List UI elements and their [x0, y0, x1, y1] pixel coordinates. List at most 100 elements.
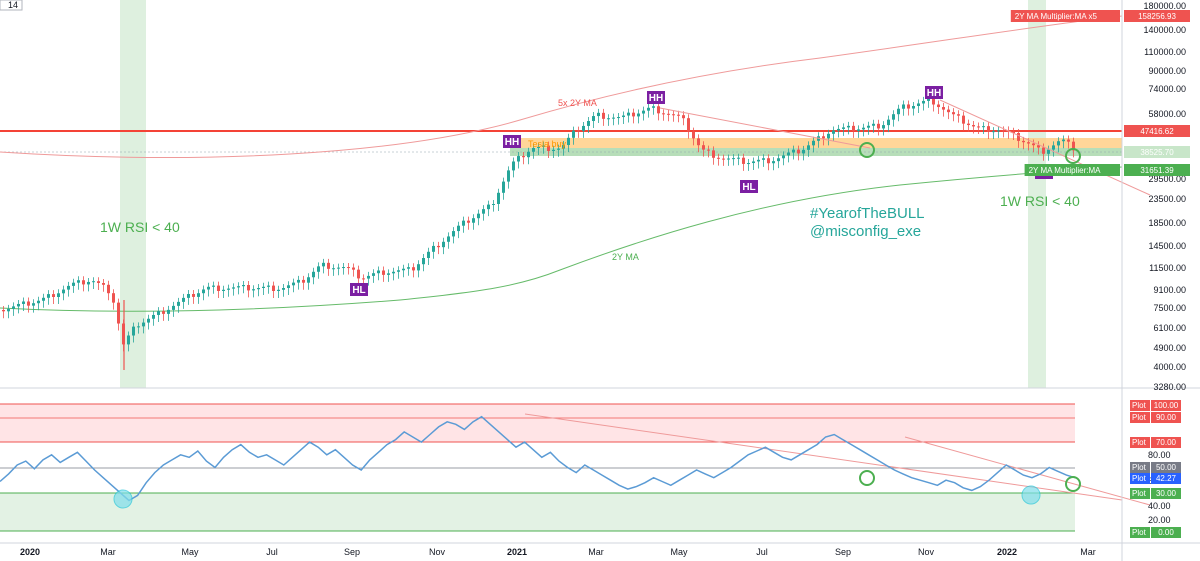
rsi-tag-label-box [1130, 437, 1150, 448]
candle-body [152, 314, 155, 319]
rsi-zone-left-label: 1W RSI < 40 [100, 219, 180, 235]
candle-body [127, 335, 130, 345]
rsi-trendline-2 [904, 436, 1151, 506]
candle-body [787, 152, 790, 156]
candle-body [802, 149, 805, 154]
candle-body [307, 277, 310, 283]
candle-body [1057, 141, 1060, 146]
candle-body [182, 297, 185, 302]
candle-body [37, 300, 40, 304]
indicator-badge-label: 14 [8, 0, 18, 10]
time-axis[interactable]: 2020 Mar May Jul Sep Nov 2021 Mar May Jul Sep Nov 20… [20, 547, 1096, 557]
candle-body [222, 289, 225, 291]
candle-body [367, 275, 370, 279]
candle-body [272, 285, 275, 291]
candle-body [82, 280, 85, 285]
candle-body [462, 220, 465, 226]
candle-body [442, 241, 445, 248]
ma-2y-label: 2Y MA [612, 252, 639, 262]
candle-body [317, 266, 320, 272]
price-tick-label: 74000.00 [1148, 84, 1186, 94]
candle-body [72, 282, 75, 286]
swing-label-box [925, 86, 943, 99]
rsi-tag-box [1151, 473, 1181, 484]
candle-body [977, 126, 980, 128]
time-tick-label: Sep [835, 547, 851, 557]
rsi-low-circle-1 [113, 489, 133, 509]
candle-body [107, 284, 110, 294]
candle-body [347, 267, 350, 269]
ma-2y-line[interactable] [0, 166, 1123, 312]
candle-body [512, 161, 515, 171]
candle-body [902, 104, 905, 109]
candle-body [872, 123, 875, 126]
price-tick-label: 90000.00 [1148, 66, 1186, 76]
rsi-tag-label: Plot [1132, 463, 1147, 472]
price-tag-label-box [1024, 164, 1120, 176]
candle-body [1072, 141, 1075, 151]
candle-body [422, 258, 425, 265]
candle-body [622, 115, 625, 118]
candle-body [627, 112, 630, 116]
candle-body [1047, 149, 1050, 154]
candle-body [52, 294, 55, 297]
swing-label-box [503, 135, 521, 148]
price-tick-label: 6100.00 [1153, 323, 1186, 333]
candle-body [62, 289, 65, 294]
tesla-label: Tesla buy [528, 139, 567, 149]
candle-body [212, 285, 215, 287]
candle-body [937, 104, 940, 108]
candle-body [742, 157, 745, 164]
candle-body [137, 326, 140, 328]
candle-body [757, 159, 760, 162]
price-axis[interactable]: 180000.00 140000.00 110000.00 90000.00 74000… [1143, 1, 1186, 392]
candle-body [77, 280, 80, 283]
candle-body [957, 114, 960, 116]
candle-body [947, 109, 950, 113]
candle-body [467, 220, 470, 223]
candle-body [702, 145, 705, 150]
indicator-badge[interactable]: 14 [0, 0, 23, 11]
candle-body [437, 245, 440, 248]
candle-body [602, 112, 605, 119]
candle-body [7, 308, 10, 312]
candlestick-series[interactable] [2, 94, 1075, 370]
candle-body [572, 130, 575, 138]
rsi-line[interactable] [0, 415, 1076, 502]
candle-body [242, 285, 245, 287]
rsi-tag-label-box [1130, 527, 1150, 538]
rsi-tag-label: Plot [1132, 401, 1147, 410]
candle-body [1002, 130, 1005, 132]
candle-body [157, 311, 160, 315]
ma-5x-line[interactable] [0, 15, 1123, 158]
candle-body [612, 117, 615, 119]
candle-body [732, 158, 735, 160]
candle-body [897, 108, 900, 115]
candle-body [652, 106, 655, 108]
candle-body [1067, 139, 1070, 142]
candle-body [67, 285, 70, 290]
candle-body [1017, 133, 1020, 141]
candle-body [587, 121, 590, 126]
candle-body [712, 150, 715, 158]
candle-body [32, 303, 35, 306]
candle-body [352, 267, 355, 270]
candle-body [567, 137, 570, 145]
rsi-tag-value: 42.27 [1156, 474, 1177, 483]
candle-body [392, 271, 395, 274]
rsi-tag-box [1151, 412, 1181, 423]
candle-body [192, 294, 195, 297]
candle-body [97, 281, 100, 283]
candle-body [477, 213, 480, 219]
candle-body [197, 293, 200, 297]
candle-body [187, 294, 190, 298]
time-tick-label: Sep [344, 547, 360, 557]
candle-body [337, 267, 340, 269]
price-tag-box [1124, 164, 1190, 176]
candle-body [237, 286, 240, 288]
candle-body [727, 158, 730, 160]
candle-body [432, 245, 435, 252]
time-tick-label: Mar [100, 547, 116, 557]
